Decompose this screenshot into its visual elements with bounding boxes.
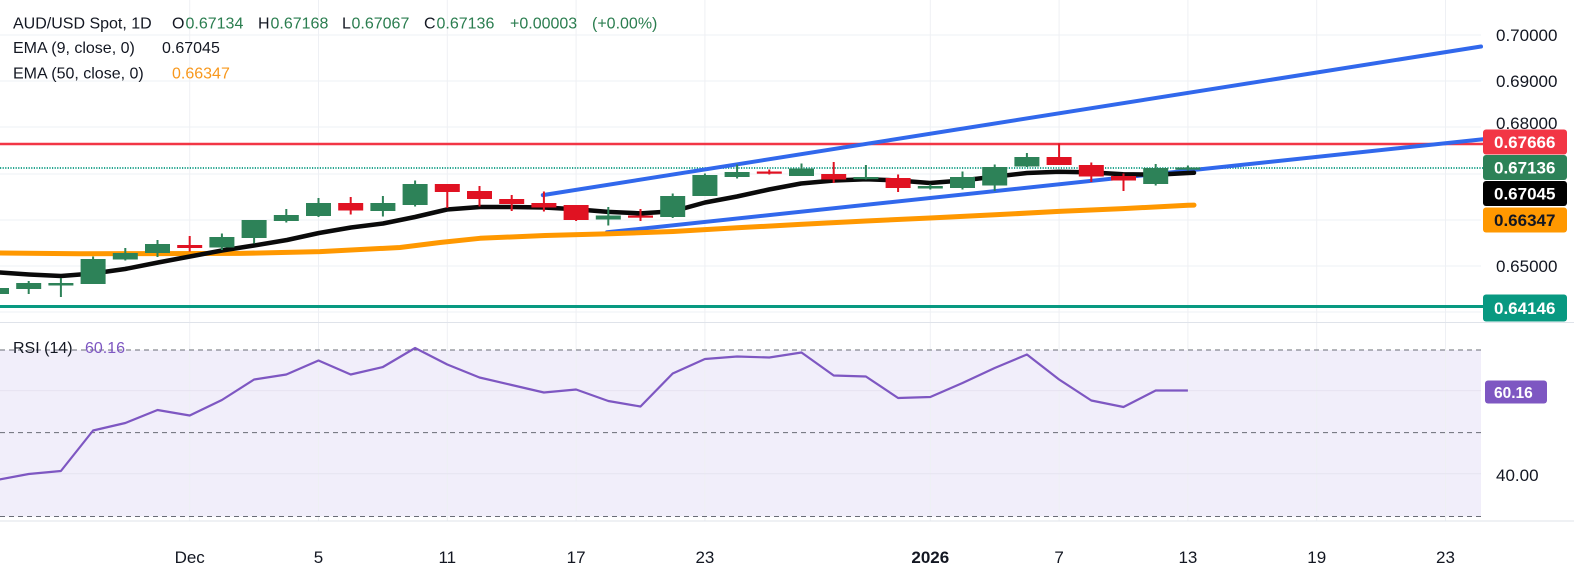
- svg-text:O: O: [172, 15, 184, 32]
- svg-text:17: 17: [567, 548, 586, 567]
- svg-text:0.66347: 0.66347: [172, 66, 230, 83]
- svg-text:11: 11: [438, 548, 456, 567]
- svg-text:EMA (50, close, 0): EMA (50, close, 0): [13, 66, 144, 83]
- svg-text:0.67067: 0.67067: [352, 15, 410, 32]
- svg-text:2026: 2026: [911, 548, 949, 567]
- svg-text:EMA (9, close, 0): EMA (9, close, 0): [13, 40, 135, 57]
- svg-text:0.67045: 0.67045: [162, 40, 220, 57]
- svg-text:0.67666: 0.67666: [1494, 133, 1555, 152]
- svg-text:(+0.00%): (+0.00%): [592, 15, 657, 32]
- svg-text:40.00: 40.00: [1496, 466, 1539, 485]
- svg-text:L: L: [342, 15, 351, 32]
- svg-text:19: 19: [1307, 548, 1326, 567]
- svg-text:0.65000: 0.65000: [1496, 257, 1557, 276]
- svg-text:60.16: 60.16: [85, 340, 125, 357]
- svg-text:5: 5: [314, 548, 323, 567]
- svg-text:H: H: [258, 15, 270, 32]
- svg-text:AUD/USD Spot, 1D: AUD/USD Spot, 1D: [13, 15, 152, 32]
- svg-text:0.67134: 0.67134: [186, 15, 244, 32]
- svg-text:Dec: Dec: [175, 548, 206, 567]
- svg-text:60.16: 60.16: [1494, 385, 1533, 402]
- svg-text:7: 7: [1054, 548, 1063, 567]
- svg-text:RSI (14): RSI (14): [13, 340, 73, 357]
- svg-text:0.70000: 0.70000: [1496, 26, 1557, 45]
- svg-text:23: 23: [695, 548, 714, 567]
- svg-text:0.67045: 0.67045: [1494, 185, 1555, 204]
- svg-text:0.67168: 0.67168: [271, 15, 329, 32]
- svg-text:0.67136: 0.67136: [437, 15, 495, 32]
- svg-text:+0.00003: +0.00003: [510, 15, 577, 32]
- svg-text:0.67136: 0.67136: [1494, 159, 1555, 178]
- svg-text:0.68000: 0.68000: [1496, 114, 1557, 133]
- svg-text:0.69000: 0.69000: [1496, 72, 1557, 91]
- svg-text:13: 13: [1178, 548, 1197, 567]
- svg-text:0.64146: 0.64146: [1494, 299, 1555, 318]
- svg-text:C: C: [424, 15, 436, 32]
- svg-text:0.66347: 0.66347: [1494, 211, 1555, 230]
- svg-text:23: 23: [1436, 548, 1455, 567]
